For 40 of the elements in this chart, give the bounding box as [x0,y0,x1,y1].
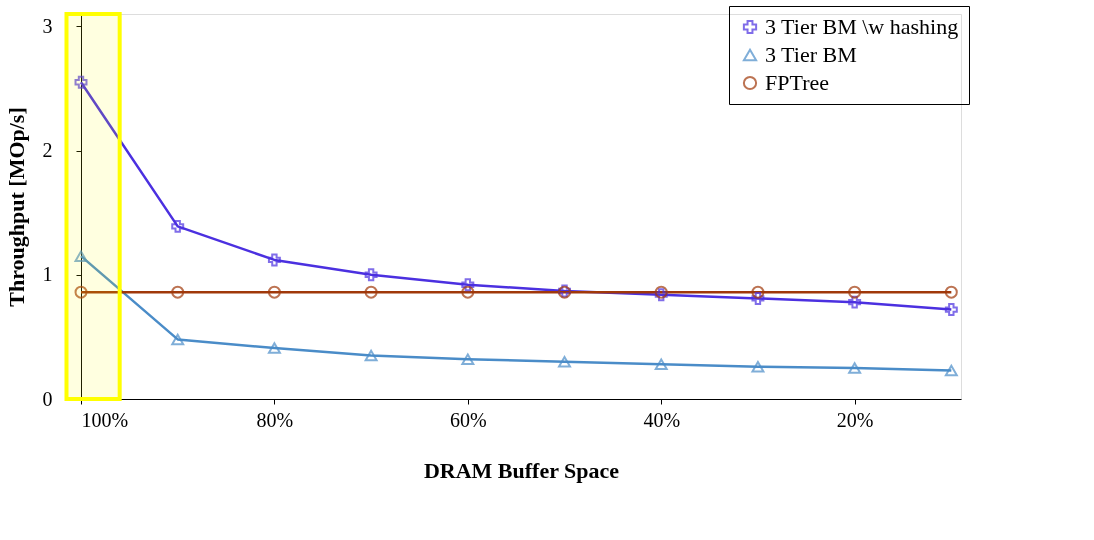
legend-label: 3 Tier BM \w hashing [765,14,959,39]
legend-label: FPTree [765,70,829,95]
point [848,295,862,309]
point [751,291,765,305]
y-tick-label: 0 [42,387,53,410]
y-tick-label: 3 [42,14,53,37]
x-axis-title: DRAM Buffer Space [423,457,620,483]
x-tick-label: 80% [256,408,294,431]
point [558,356,571,368]
point [461,353,475,365]
point [461,278,475,292]
x-tick-label: 40% [643,408,681,431]
legend-label: 3 Tier BM [765,42,857,67]
point [654,358,668,370]
point [751,285,765,299]
point [74,285,88,299]
point [944,303,958,317]
point [364,349,378,362]
y-axis-title: Throughput [MOp/s] [3,107,29,307]
point [364,268,378,282]
x-tick-label: 20% [836,408,874,431]
point [364,285,378,299]
point [461,285,475,299]
x-tick-label: 100% [81,408,129,431]
point [171,219,185,233]
point [751,360,765,373]
point [171,333,185,346]
point [848,285,862,299]
point [171,285,185,299]
point [267,342,281,354]
point [944,285,958,299]
point [848,362,862,374]
point [74,75,88,89]
point [267,253,281,267]
x-tick-label: 60% [449,408,487,431]
point [74,250,88,262]
point [267,285,281,299]
y-tick-label: 1 [42,263,53,286]
point [944,364,958,377]
y-tick-label: 2 [42,139,53,162]
